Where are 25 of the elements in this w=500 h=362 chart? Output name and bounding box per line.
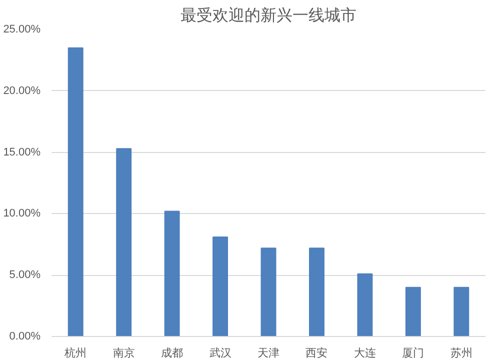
x-tick-label: 成都 — [161, 346, 184, 360]
y-tick-label: 0.00% — [9, 330, 41, 342]
x-tick-label: 大连 — [354, 346, 376, 360]
y-tick-label: 20.00% — [3, 84, 41, 97]
bar — [308, 248, 324, 336]
bar — [68, 47, 84, 336]
x-tick-label: 厦门 — [402, 346, 424, 360]
x-tick-label: 杭州 — [64, 346, 87, 360]
bar — [260, 248, 276, 336]
y-tick-label: 25.00% — [3, 24, 41, 36]
bar — [357, 273, 373, 336]
x-tick-label: 武汉 — [209, 346, 232, 360]
bar — [212, 236, 228, 336]
bar — [116, 148, 132, 336]
chart-title: 最受欢迎的新兴一线城市 — [180, 6, 356, 24]
bar — [164, 210, 180, 336]
y-tick-label: 5.00% — [9, 269, 41, 282]
y-tick-label: 15.00% — [3, 146, 41, 158]
bar — [405, 286, 421, 336]
x-tick-label: 天津 — [258, 346, 280, 360]
bar — [454, 286, 470, 336]
x-tick-label: 苏州 — [450, 346, 472, 360]
y-tick-label: 10.00% — [3, 208, 41, 220]
x-tick-label: 西安 — [306, 346, 328, 360]
x-tick-label: 南京 — [112, 346, 135, 360]
